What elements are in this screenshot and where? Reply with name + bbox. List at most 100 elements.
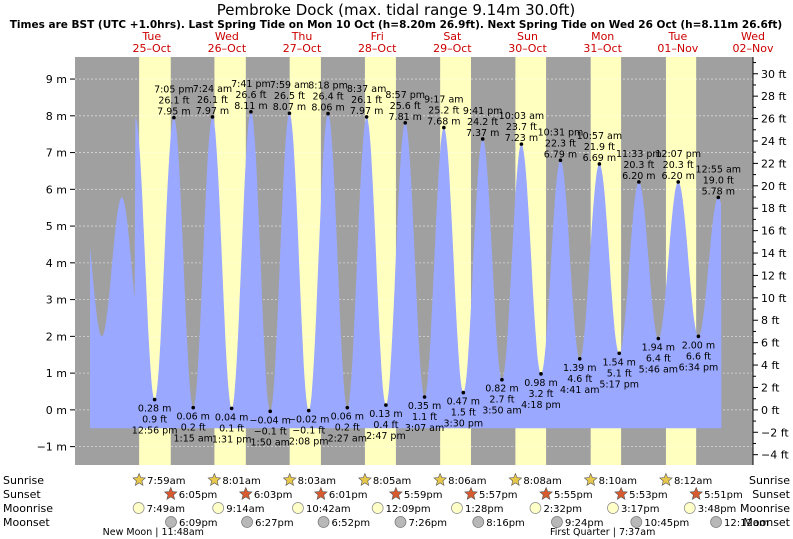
y-tick-label-ft: −4 ft [761,449,789,462]
low-tide-point [539,372,543,376]
high-tide-metres: 8.06 m [311,103,344,114]
high-tide-time: 8:57 pm [385,90,425,101]
low-tide-feet: −0.1 ft [254,426,287,437]
y-tick-label-m: 7 m [46,147,67,160]
row-label-sunrise-right: Sunrise [749,474,790,487]
high-tide-time: 8:18 pm [308,81,348,92]
high-tide-feet: 26.5 ft [274,91,305,102]
y-tick-label-ft: 14 ft [761,247,787,260]
moonrise-icon [292,502,304,514]
sunset-time: 6:01pm [329,490,368,501]
y-tick-label-ft: 6 ft [761,337,780,350]
day-date: 02–Nov [733,42,774,55]
low-tide-feet: 1.5 ft [451,408,476,419]
y-tick-label-m: 6 m [46,183,67,196]
y-axis-left-metres: −1 m 0 m 1 m 2 m 3 m 4 m 5 m 6 m 7 m 8 m 9 m [37,73,75,454]
low-tide-feet: 0.9 ft [142,415,167,426]
sunrise-icon [132,472,147,486]
low-tide-metres: −0.02 m [288,415,329,426]
day-date: 31–Oct [583,42,622,55]
low-tide-time: 12:56 pm [132,426,178,437]
low-tide-metres: 0.35 m [408,401,441,412]
high-tide-metres: 7.95 m [157,107,190,118]
y-tick-label-ft: 12 ft [761,269,787,282]
sunset-icon [238,486,253,500]
low-tide-time: 3:07 am [405,423,444,434]
high-tide-feet: 20.3 ft [623,160,654,171]
low-tide-time: 4:18 pm [521,400,561,411]
sunrise-time: 8:06am [448,476,486,487]
sunset-icon [313,486,328,500]
high-tide-feet: 19.0 ft [703,175,734,186]
high-tide-feet: 23.7 ft [506,122,537,133]
low-tide-feet: 4.6 ft [567,374,592,385]
low-tide-metres: 2.00 m [682,340,715,351]
row-label-sunset-right: Sunset [752,488,790,501]
moonrise-icon [529,502,542,514]
moonrise-time: 1:28pm [465,504,504,515]
sunrise-icon [282,472,297,486]
high-tide-time: 8:37 am [347,84,386,95]
moonrise-icon [371,502,384,514]
low-tide-metres: 0.28 m [138,404,171,415]
sunrise-icon [357,472,372,486]
high-tide-time: 12:55 am [696,164,741,175]
day-labels: Tue25–OctWed26–OctThu27–OctFri28–OctSat2… [132,30,774,55]
low-tide-point [422,395,427,399]
high-tide-metres: 7.97 m [196,106,229,117]
low-tide-point [384,403,388,407]
moonset-icon [241,516,253,528]
y-tick-label-ft: 20 ft [761,180,787,193]
high-tide-metres: 7.68 m [427,117,460,128]
y-tick-label-m: 2 m [46,330,67,343]
high-tide-metres: 7.81 m [389,112,422,123]
low-tide-feet: 3.2 ft [528,389,553,400]
high-tide-metres: 6.69 m [583,153,616,164]
y-tick-label-m: 8 m [46,110,67,123]
y-tick-label-ft: 26 ft [761,113,787,126]
sunrise-time: 8:03am [298,476,336,487]
high-tide-feet: 25.2 ft [428,106,459,117]
day-name: Tue [141,30,161,43]
high-tide-metres: 8.11 m [234,101,267,112]
moonrise-time: 7:49am [147,504,185,515]
high-tide-feet: 26.1 ft [158,96,189,107]
moonset-icon [551,516,563,528]
day-name: Mon [591,30,614,43]
low-tide-time: 5:17 pm [599,379,639,390]
y-tick-label-ft: −2 ft [761,426,789,439]
high-tide-time: 10:31 pm [538,127,584,138]
low-tide-metres: −0.04 m [249,415,290,426]
sunrise-icon [583,472,598,486]
y-tick-label-m: 5 m [46,220,67,233]
y-tick-label-ft: 22 ft [761,157,787,170]
moonset-time: 6:52pm [332,518,371,529]
moonset-time: 8:16pm [486,518,525,529]
low-tide-point [617,351,622,356]
day-name: Fri [371,30,384,43]
high-tide-feet: 25.6 ft [390,101,421,112]
low-tide-metres: 0.06 m [177,412,210,423]
high-tide-time: 7:05 pm [154,85,194,96]
moonrise-time: 3:17pm [621,504,660,515]
sunset-time: 5:57pm [479,490,518,501]
moonset-time: 6:09pm [179,518,218,529]
high-tide-metres: 6.20 m [622,171,655,182]
sunrise-icon [207,472,222,486]
day-date: 26–Oct [208,42,247,55]
day-date: 25–Oct [132,42,171,55]
y-tick-label-m: −1 m [37,441,67,454]
high-tide-point [172,115,176,120]
high-tide-point [403,120,408,125]
sunrise-time: 7:59am [147,476,185,487]
high-tide-feet: 26.1 ft [197,95,228,106]
moonset-icon [710,516,722,528]
high-tide-time: 10:03 am [499,111,544,122]
y-tick-label-ft: 30 ft [761,68,787,81]
low-tide-feet: 0.1 ft [219,423,244,434]
y-tick-label-m: 4 m [46,257,67,270]
moonrise-icon [683,502,696,514]
high-tide-feet: 26.6 ft [235,90,266,101]
high-tide-feet: 24.2 ft [467,117,498,128]
day-name: Tue [667,30,687,43]
